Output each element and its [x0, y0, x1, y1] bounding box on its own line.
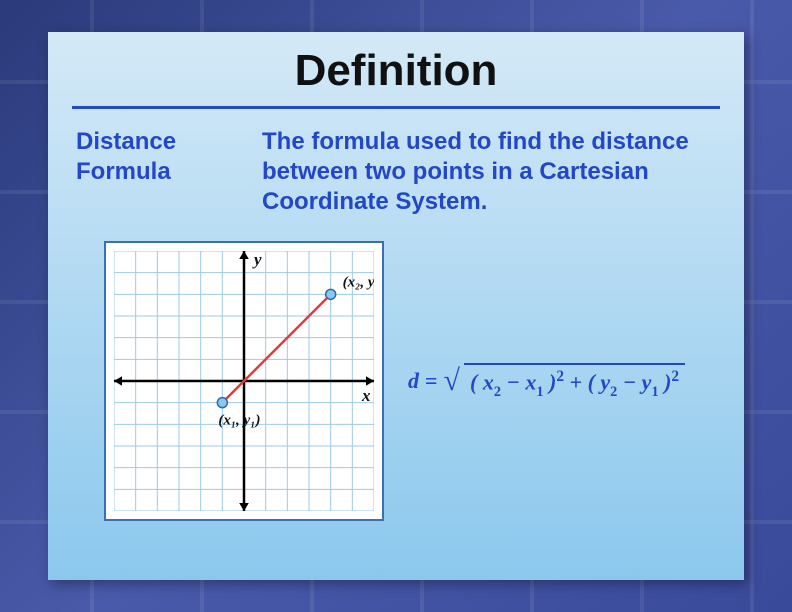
graph-svg: x y (x₁, y₁) (x₂, y₂)	[114, 251, 374, 511]
definition-row: Distance Formula The formula used to fin…	[48, 127, 744, 217]
card-header: Definition	[48, 32, 744, 106]
svg-text:(x₂, y₂): (x₂, y₂)	[343, 274, 374, 290]
formula-rhs: ( x2 − x1 )2 + ( y2 − y1 )2	[464, 363, 685, 400]
svg-text:(x₁, y₁): (x₁, y₁)	[218, 413, 260, 429]
divider	[72, 106, 720, 109]
term-line1: Distance	[76, 128, 176, 155]
term-label: Distance Formula	[76, 127, 246, 217]
definition-card: Definition Distance Formula The formula …	[48, 32, 744, 580]
lower-row: x y (x₁, y₁) (x₂, y₂) d = √ ( x2 − x1 )2 + …	[48, 217, 744, 521]
sqrt-icon: √	[444, 364, 460, 398]
formula-lhs: d	[408, 368, 419, 394]
page-title: Definition	[48, 46, 744, 96]
svg-text:x: x	[361, 386, 371, 405]
svg-text:y: y	[252, 251, 262, 269]
coordinate-graph: x y (x₁, y₁) (x₂, y₂)	[104, 241, 384, 521]
definition-text: The formula used to find the distance be…	[262, 127, 716, 217]
formula-eq: =	[425, 368, 438, 394]
term-line2: Formula	[76, 158, 171, 185]
distance-formula: d = √ ( x2 − x1 )2 + ( y2 − y1 )2	[408, 363, 716, 400]
